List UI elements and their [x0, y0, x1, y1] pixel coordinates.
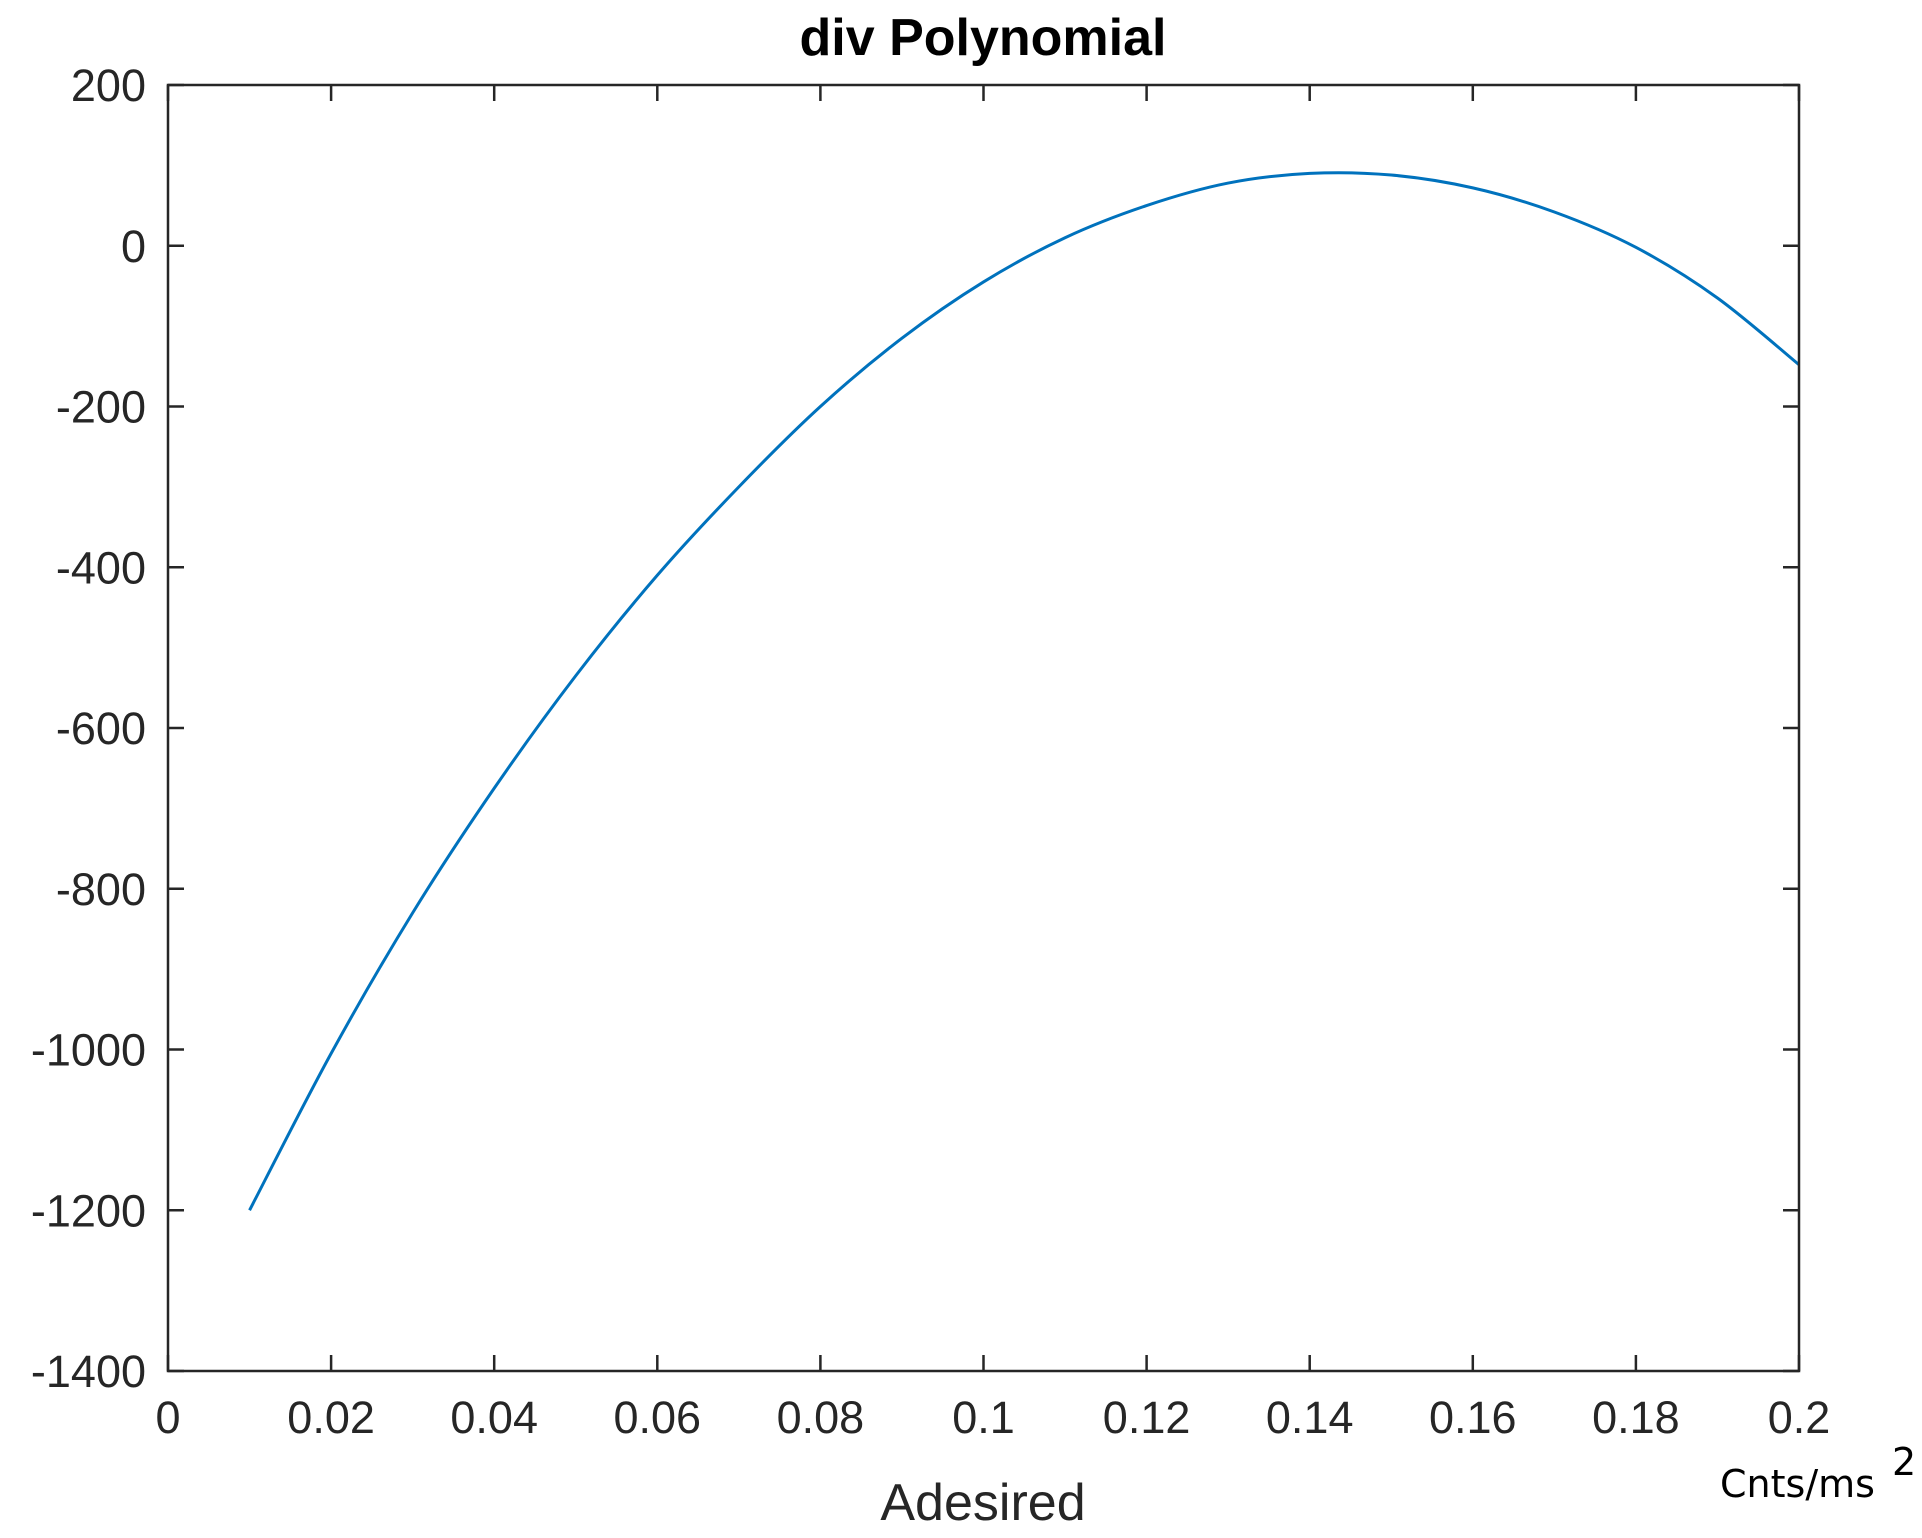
x-tick-label: 0.14 — [1266, 1392, 1354, 1443]
y-tick-labels: 200 0 -200 -400 -600 -800 -1000 -1200 -1400 — [31, 60, 146, 1397]
x-tick-label: 0.06 — [614, 1392, 702, 1443]
x-tick-label: 0 — [155, 1392, 180, 1443]
x-axis-label: Adesired — [880, 1474, 1085, 1532]
y-tick-label: -1000 — [31, 1025, 146, 1076]
series-line — [248, 171, 1800, 1211]
y-tick-label: -1200 — [31, 1185, 146, 1236]
x-axis-unit-exponent: 2 — [1892, 1440, 1916, 1484]
y-tick-label: 200 — [71, 60, 146, 111]
x-tick-label: 0.18 — [1592, 1392, 1680, 1443]
x-tick-label: 0.04 — [450, 1392, 538, 1443]
x-tick-label: 0.12 — [1103, 1392, 1191, 1443]
y-tick-label: -600 — [56, 703, 146, 754]
x-tick-label: 0.02 — [287, 1392, 375, 1443]
y-tick-label: 0 — [121, 221, 146, 272]
plot-box — [166, 83, 1801, 1373]
x-tick-label: 0.1 — [952, 1392, 1015, 1443]
y-tick-label: -200 — [56, 382, 146, 433]
x-tick-label: 0.08 — [777, 1392, 865, 1443]
x-axis-unit: Cnts/ms — [1720, 1462, 1875, 1506]
y-tick-label: -800 — [56, 864, 146, 915]
chart-title: div Polynomial — [800, 9, 1167, 67]
x-tick-label: 0.2 — [1768, 1392, 1831, 1443]
y-tick-label: -1400 — [31, 1346, 146, 1397]
plot-area — [168, 85, 1799, 1371]
series-group — [248, 171, 1800, 1211]
y-tick-label: -400 — [56, 542, 146, 593]
x-tick-label: 0.16 — [1429, 1392, 1517, 1443]
x-axis-unit-base: Cnts/ms — [1720, 1462, 1875, 1506]
x-tick-labels: 0 0.02 0.04 0.06 0.08 0.1 0.12 0.14 0.16 0.18 0.2 — [155, 1392, 1830, 1443]
